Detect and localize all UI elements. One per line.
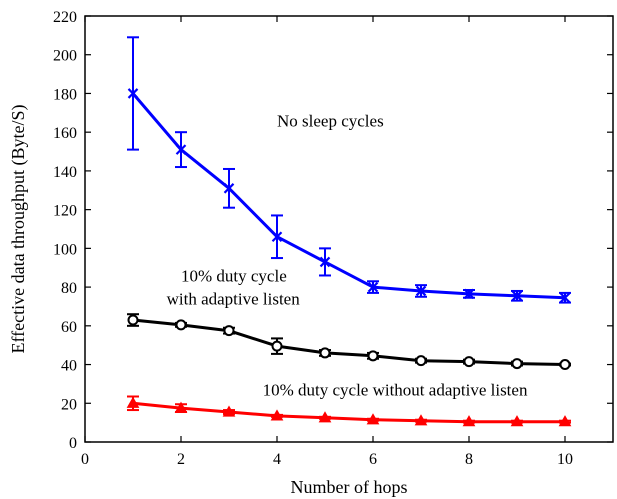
- y-tick-label: 60: [61, 319, 77, 336]
- annotation-label: No sleep cycles: [277, 111, 384, 130]
- y-tick-label: 200: [53, 48, 77, 65]
- series-2-line: [132, 318, 566, 366]
- data-point-triangle-marker: [318, 411, 332, 423]
- data-point-x-marker: [319, 256, 331, 268]
- data-point-x-marker: [511, 290, 523, 302]
- annotation-label: with adaptive listen: [167, 290, 301, 309]
- plot-frame: [84, 15, 614, 443]
- y-tick-label: 20: [61, 396, 77, 413]
- x-tick-label: 10: [557, 451, 573, 468]
- data-point-circle-marker: [367, 350, 379, 362]
- y-axis-title: Effective data throughput (Byte/S): [8, 104, 29, 353]
- annotation-label: 10% duty cycle without adaptive listen: [263, 381, 528, 400]
- data-point-x-marker: [367, 281, 379, 293]
- data-point-circle-marker: [415, 355, 427, 367]
- y-tick-label: 220: [53, 9, 77, 26]
- series-layer: [126, 36, 572, 427]
- annotation-label: 10% duty cycle: [181, 266, 287, 285]
- y-tick-label: 0: [69, 435, 77, 452]
- y-tick-label: 120: [53, 203, 77, 220]
- data-point-triangle-marker: [126, 396, 140, 408]
- x-axis-title: Number of hops: [291, 477, 408, 497]
- data-point-circle-marker: [175, 319, 187, 331]
- data-point-triangle-marker: [558, 415, 572, 427]
- data-point-circle-marker: [223, 325, 235, 337]
- y-tick-label: 80: [61, 280, 77, 297]
- x-tick-label: 0: [81, 451, 89, 468]
- data-point-triangle-marker: [462, 415, 476, 427]
- series-2: [127, 313, 571, 371]
- x-tick-label: 4: [273, 451, 281, 468]
- y-tick-label: 160: [53, 125, 77, 142]
- data-point-circle-marker: [127, 314, 139, 326]
- data-point-x-marker: [559, 292, 571, 304]
- data-point-x-marker: [175, 144, 187, 155]
- data-point-x-marker: [463, 288, 475, 300]
- data-point-circle-marker: [271, 340, 283, 352]
- y-tick-label: 140: [53, 164, 77, 181]
- x-tick-label: 2: [177, 451, 185, 468]
- data-point-triangle-marker: [366, 413, 380, 425]
- data-point-circle-marker: [319, 347, 331, 359]
- data-point-x-marker: [223, 183, 235, 194]
- series-3: [126, 395, 572, 427]
- series-3-line: [132, 401, 565, 424]
- data-point-triangle-marker: [510, 415, 524, 427]
- x-tick-label: 6: [369, 451, 377, 468]
- y-tick-label: 180: [53, 86, 77, 103]
- data-point-circle-marker: [511, 358, 523, 370]
- data-point-triangle-marker: [270, 409, 284, 421]
- data-point-triangle-marker: [414, 414, 428, 426]
- y-tick-label: 100: [53, 241, 77, 258]
- x-tick-label: 8: [465, 451, 473, 468]
- data-point-circle-marker: [463, 356, 475, 368]
- data-point-x-marker: [271, 231, 283, 243]
- series-1: [127, 36, 571, 304]
- data-point-x-marker: [415, 285, 427, 297]
- y-tick-label: 40: [61, 358, 77, 375]
- annotations: No sleep cycles 10% duty cycle with adapti…: [167, 111, 528, 399]
- data-point-triangle-marker: [174, 401, 188, 413]
- data-point-triangle-marker: [222, 405, 236, 417]
- data-point-x-marker: [127, 88, 139, 99]
- series-1-line: [131, 92, 566, 300]
- data-point-circle-marker: [559, 359, 571, 371]
